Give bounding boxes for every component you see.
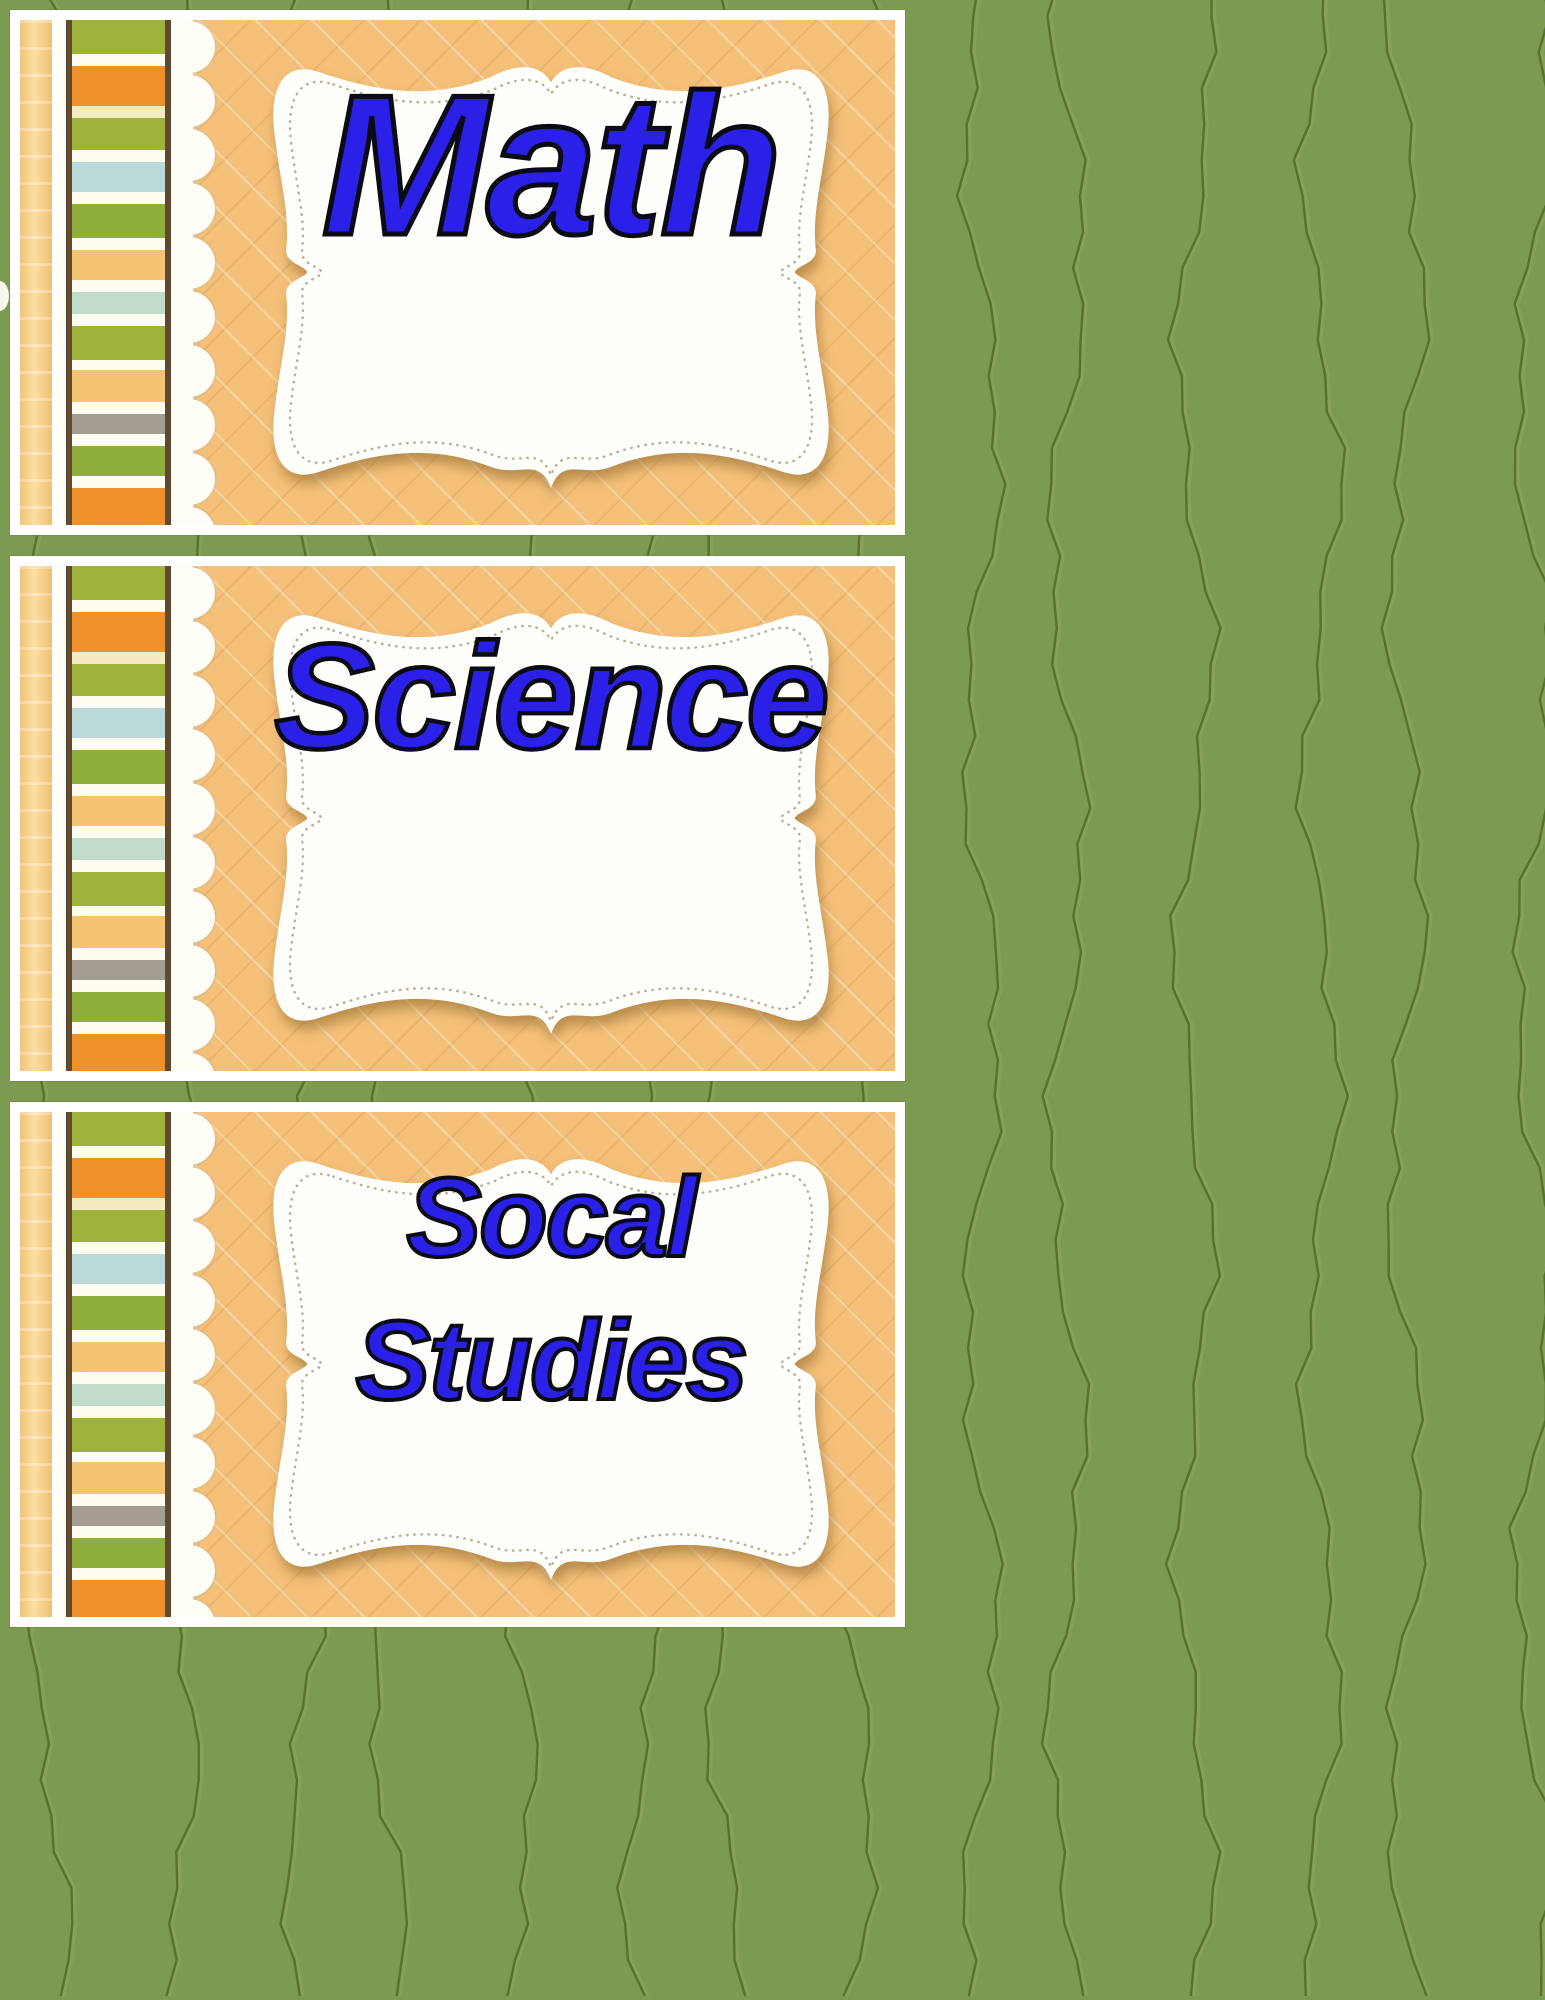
bracket-label-frame: Math [249, 50, 853, 494]
white-gap [52, 20, 66, 525]
scallop-edge [193, 20, 237, 525]
scallop-edge [193, 566, 237, 1071]
paper-notch [0, 281, 9, 311]
label-line: Studies [354, 1296, 751, 1425]
label-line: Math [319, 54, 785, 277]
stripe-band [66, 566, 171, 1071]
stripe-band [66, 1112, 171, 1617]
stripe-band [66, 20, 171, 525]
tan-edge-strip [20, 566, 52, 1071]
white-gap [171, 566, 193, 1071]
subject-label-social-studies: Socal Studies [249, 1142, 853, 1586]
bracket-frame-shape [273, 613, 829, 1034]
white-gap [52, 1112, 66, 1617]
quilted-orange-panel: Socal Studies [193, 1112, 895, 1617]
tan-edge-strip [20, 1112, 52, 1617]
subject-card-social-studies: Socal Studies [10, 1102, 905, 1627]
label-line: Socal [405, 1153, 700, 1282]
white-gap [171, 1112, 193, 1617]
subject-card-math: Math [10, 10, 905, 535]
scallop-edge [193, 1112, 237, 1617]
tan-edge-strip [20, 20, 52, 525]
subject-label-math: Math [249, 50, 853, 494]
quilted-orange-panel: Math [193, 20, 895, 525]
bracket-label-frame: Socal Studies [249, 1142, 853, 1586]
subject-label-science: Science [249, 596, 853, 1040]
bracket-frame-shape [273, 1159, 829, 1580]
white-gap [171, 20, 193, 525]
white-gap [52, 566, 66, 1071]
bracket-frame-shape [273, 67, 829, 488]
quilted-orange-panel: Science [193, 566, 895, 1071]
label-line: Science [272, 612, 832, 780]
bracket-label-frame: Science [249, 596, 853, 1040]
subject-card-science: Science [10, 556, 905, 1081]
